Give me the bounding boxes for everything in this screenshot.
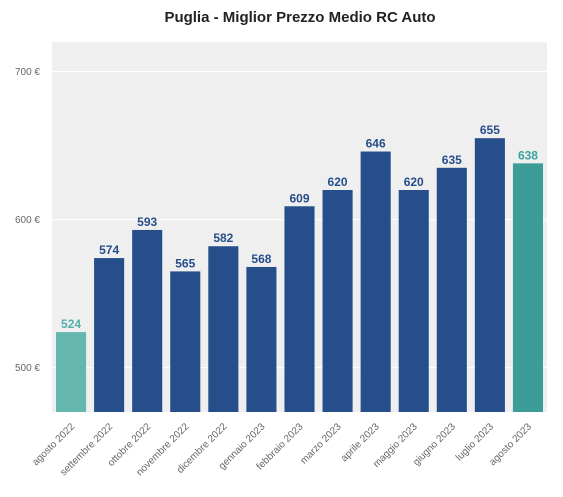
data-label: 582: [213, 231, 233, 245]
bar: [436, 167, 467, 412]
y-tick-label: 600 €: [15, 215, 40, 226]
bar: [208, 246, 239, 412]
bars: [55, 138, 544, 412]
bar: [94, 258, 125, 412]
data-label: 620: [404, 175, 424, 189]
data-label: 620: [328, 175, 348, 189]
bar: [132, 229, 163, 412]
data-label: 609: [289, 191, 309, 205]
data-label: 646: [366, 137, 386, 151]
data-label: 568: [251, 252, 271, 266]
bar: [360, 151, 391, 412]
data-label: 524: [61, 317, 81, 331]
x-tick-label: marzo 2023: [299, 421, 344, 466]
bar: [170, 271, 201, 412]
y-tick-label: 500 €: [15, 363, 40, 374]
data-label: 655: [480, 123, 500, 137]
bar: [55, 332, 87, 412]
data-label: 565: [175, 256, 195, 270]
bar: [398, 190, 429, 412]
y-axis-ticks: 500 € 600 € 700 €: [15, 67, 40, 374]
bar: [246, 266, 277, 412]
bar: [284, 206, 315, 412]
bar: [322, 190, 353, 412]
data-label: 638: [518, 148, 538, 162]
data-labels: 524 574 593 565 582 568 609 620 646 620 635 655 638: [61, 123, 538, 331]
data-label: 593: [137, 215, 157, 229]
bar: [512, 163, 544, 412]
bar: [474, 138, 505, 412]
chart-title: Puglia - Miglior Prezzo Medio RC Auto: [164, 9, 435, 26]
data-label: 574: [99, 243, 119, 257]
data-label: 635: [442, 153, 462, 167]
y-tick-label: 700 €: [15, 67, 40, 78]
